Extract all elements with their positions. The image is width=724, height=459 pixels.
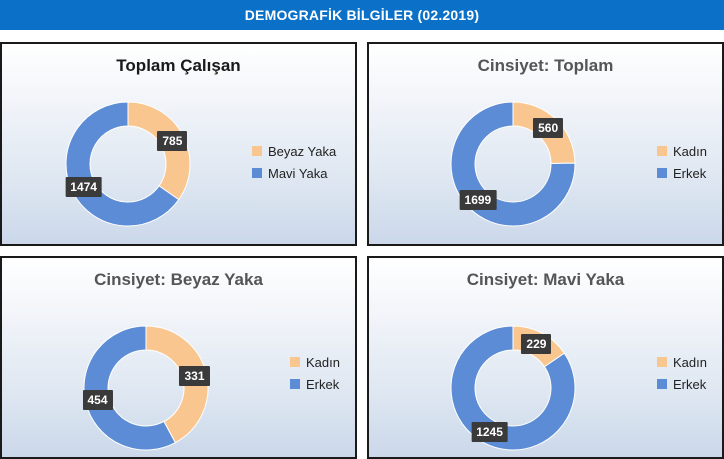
legend-swatch	[657, 379, 667, 389]
chart-panel-cinsiyet-beyaz-yaka: Cinsiyet: Beyaz Yaka 331 454 Kadın Erkek	[0, 256, 357, 459]
legend-label: Erkek	[673, 376, 707, 392]
legend-swatch	[290, 357, 300, 367]
legend-label: Erkek	[673, 165, 707, 181]
chart-panel-cinsiyet-mavi-yaka: Cinsiyet: Mavi Yaka 229 1245 Kadın Erkek	[367, 256, 724, 459]
page-banner: DEMOGRAFİK BİLGİLER (02.2019)	[0, 0, 724, 30]
legend-label: Kadın	[673, 143, 707, 159]
legend-swatch	[657, 146, 667, 156]
legend-label: Erkek	[306, 376, 340, 392]
chart-legend: Kadın Erkek	[657, 351, 707, 395]
data-label-beyaz-yaka: 785	[157, 130, 188, 151]
legend-swatch	[657, 168, 667, 178]
data-label-kadin: 560	[533, 118, 564, 139]
data-label-erkek: 1245	[471, 422, 508, 443]
chart-legend: Beyaz Yaka Mavi Yaka	[252, 140, 336, 184]
chart-title: Cinsiyet: Toplam	[477, 56, 614, 75]
data-label-erkek: 1699	[459, 189, 497, 210]
legend-item-kadin: Kadın	[290, 351, 340, 373]
slice-erkek	[83, 325, 176, 451]
data-label-erkek: 454	[82, 390, 113, 411]
data-label-kadin: 331	[179, 365, 210, 386]
legend-item-erkek: Erkek	[657, 373, 707, 395]
legend-item-erkek: Erkek	[657, 162, 707, 184]
legend-item-kadin: Kadın	[657, 351, 707, 373]
slice-erkek	[450, 325, 576, 451]
legend-swatch	[252, 168, 262, 178]
chart-title: Toplam Çalışan	[116, 56, 241, 75]
legend-label: Kadın	[306, 354, 340, 370]
legend-item-kadin: Kadın	[657, 140, 707, 162]
legend-item-mavi-yaka: Mavi Yaka	[252, 162, 336, 184]
legend-label: Mavi Yaka	[268, 165, 328, 181]
chart-panel-cinsiyet-toplam: Cinsiyet: Toplam 560 1699 Kadın Erkek	[367, 42, 724, 246]
chart-legend: Kadın Erkek	[290, 351, 340, 395]
chart-title: Cinsiyet: Beyaz Yaka	[94, 270, 263, 289]
legend-item-erkek: Erkek	[290, 373, 340, 395]
legend-item-beyaz-yaka: Beyaz Yaka	[252, 140, 336, 162]
page-title: DEMOGRAFİK BİLGİLER (02.2019)	[244, 7, 480, 23]
legend-swatch	[657, 357, 667, 367]
data-label-kadin: 229	[521, 333, 552, 354]
chart-legend: Kadın Erkek	[657, 140, 707, 184]
donut-chart	[83, 325, 209, 451]
legend-swatch	[290, 379, 300, 389]
legend-label: Kadın	[673, 354, 707, 370]
legend-swatch	[252, 146, 262, 156]
slice-kadin	[145, 325, 209, 444]
chart-panel-toplam-calisan: Toplam Çalışan 785 1474 Beyaz Yaka Mavi Yak…	[0, 42, 357, 246]
data-label-mavi-yaka: 1474	[65, 177, 102, 198]
legend-label: Beyaz Yaka	[268, 143, 337, 159]
chart-title: Cinsiyet: Mavi Yaka	[466, 270, 625, 289]
